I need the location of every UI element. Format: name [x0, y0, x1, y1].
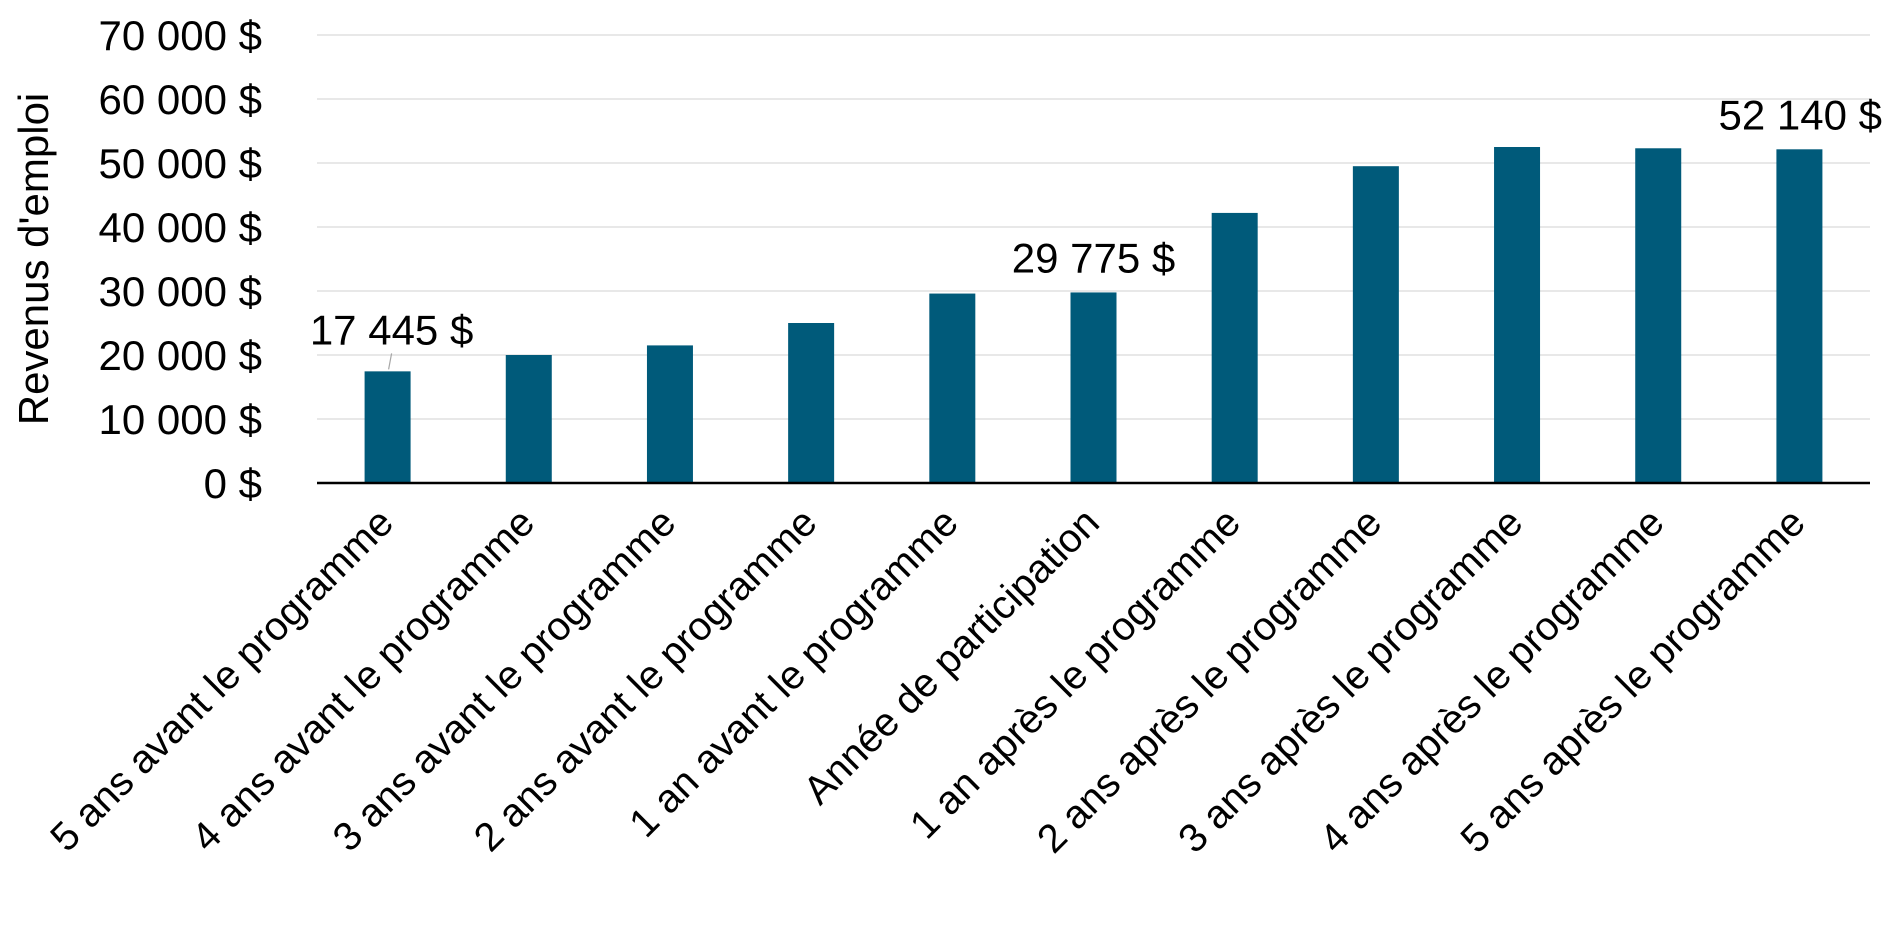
bars [364, 147, 1823, 484]
data-label: 29 775 $ [1012, 234, 1176, 281]
data-label: 17 445 $ [310, 306, 474, 353]
y-tick-label: 30 000 $ [99, 268, 263, 315]
gridlines [317, 34, 1870, 420]
bar [1635, 148, 1682, 483]
data-label-leader-line [388, 353, 393, 370]
bar [929, 293, 976, 483]
bar [1352, 166, 1399, 483]
y-tick-label: 60 000 $ [99, 76, 263, 123]
y-tick-label: 40 000 $ [99, 204, 263, 251]
bar [1211, 212, 1258, 484]
bar [1494, 147, 1541, 483]
bar [646, 345, 693, 483]
y-tick-label: 0 $ [204, 460, 262, 507]
bar [788, 323, 835, 483]
bar [505, 355, 552, 483]
y-tick-label: 50 000 $ [99, 140, 263, 187]
y-axis-title: Revenus d'emploi [10, 93, 57, 426]
y-tick-label: 20 000 $ [99, 332, 263, 379]
y-tick-labels: 0 $ 10 000 $ 20 000 $ 30 000 $ 40 000 $ 50 00… [99, 12, 263, 507]
y-tick-label: 70 000 $ [99, 12, 263, 59]
data-label: 52 140 $ [1719, 91, 1883, 138]
y-tick-label: 10 000 $ [99, 396, 263, 443]
bar [364, 371, 411, 483]
data-labels: 17 445 $ 29 775 $ 52 140 $ [310, 91, 1883, 370]
bar [1776, 149, 1823, 483]
bar [1070, 292, 1117, 483]
